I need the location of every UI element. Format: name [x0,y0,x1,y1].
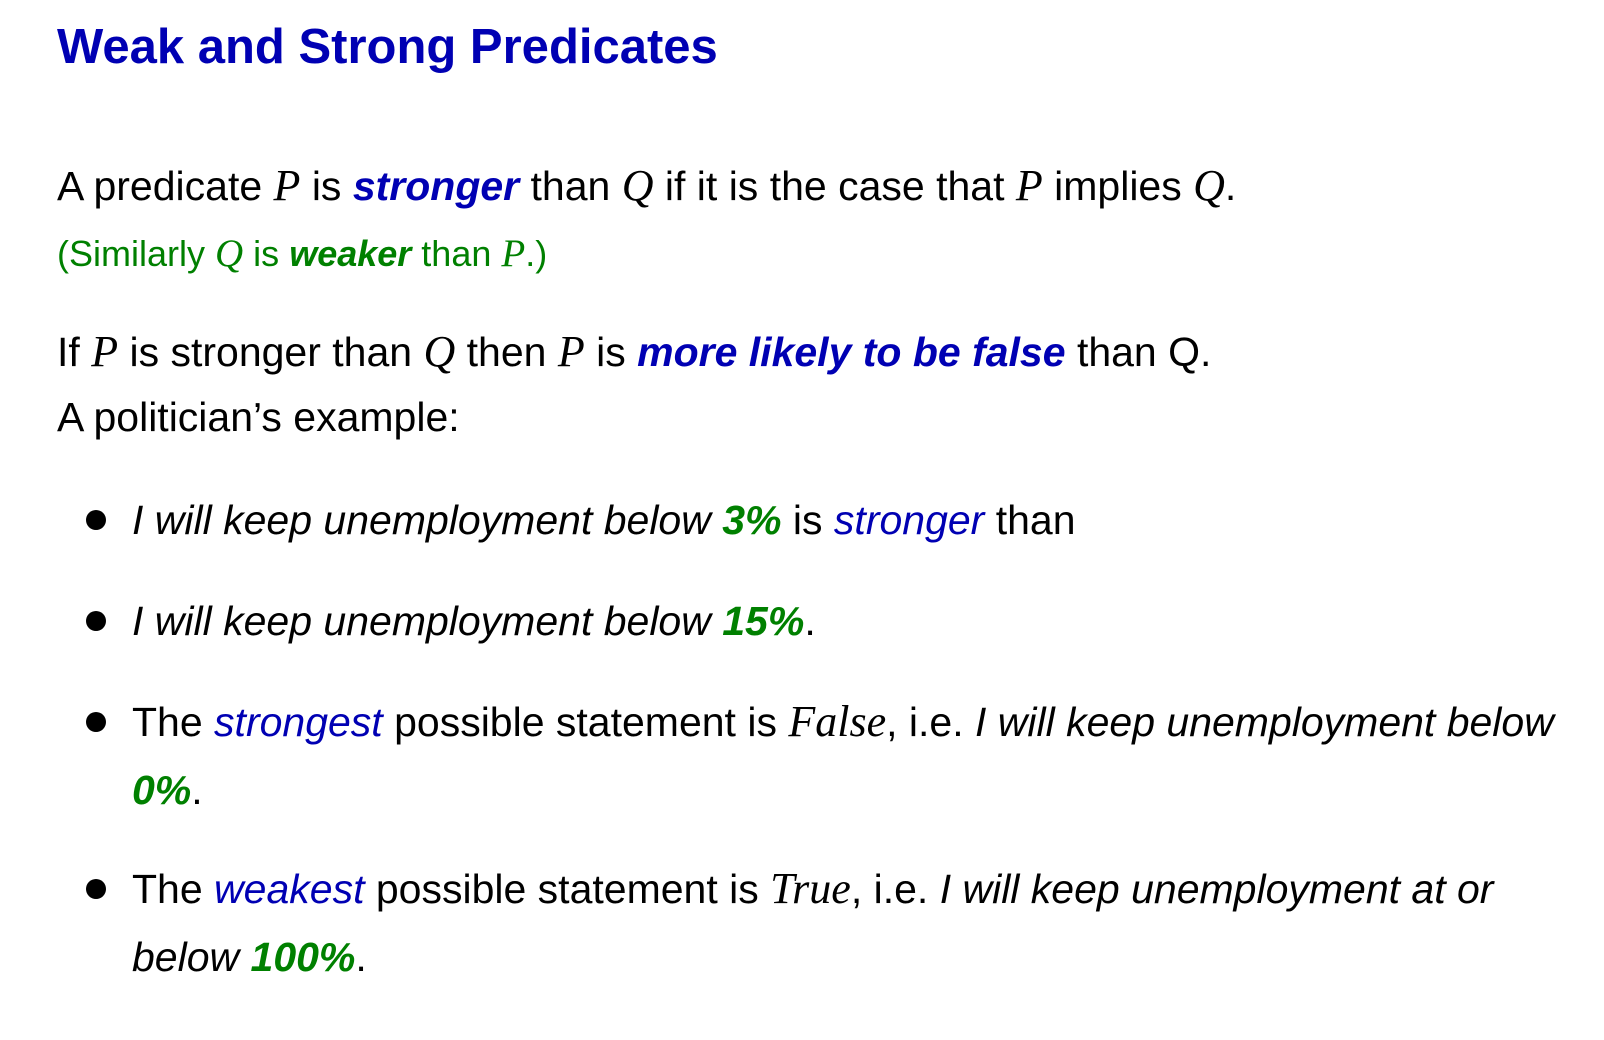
percent-value: 15% [722,598,805,644]
bullet-item: The weakest possible statement is True, … [86,855,1556,991]
var-q: Q [215,232,244,275]
text: If [57,329,92,375]
var-q: Q [1193,161,1225,210]
text: (Similarly [57,233,215,274]
var-q: Q [423,327,456,376]
var-p: P [557,327,585,376]
emphasis-strongest: strongest [214,699,383,745]
percent-value: 0% [132,767,192,813]
text: is [781,497,834,543]
text: The [132,866,215,912]
text: possible statement is [382,699,789,745]
bullet-icon [86,879,106,899]
text: than [984,497,1076,543]
bullet-item: I will keep unemployment below 3% is str… [86,486,1556,554]
keyword-weaker: weaker [289,233,412,274]
text: than [411,233,502,274]
var-p: P [1015,161,1043,210]
var-p: P [91,327,119,376]
bullet-text: I will keep unemployment below 3% is str… [132,486,1556,554]
text: possible statement is [364,866,771,912]
text: then [455,329,558,375]
text: I will keep unemployment at or below [132,866,1494,980]
text: than Q. [1065,329,1212,375]
percent-value: 100% [250,934,356,980]
math-false: False [788,697,887,746]
text: . [804,598,816,644]
text: , i.e. [850,866,940,912]
var-p: P [273,161,301,210]
percent-value: 3% [722,497,782,543]
var-q: Q [621,161,654,210]
definition-weaker: (Similarly Q is weaker than P.) [57,231,547,278]
var-p: P [501,232,526,275]
text: .) [525,233,548,274]
keyword-more-likely-false: more likely to be false [637,329,1066,375]
example-intro: A politician’s example: [57,394,460,440]
text: I will keep unemployment below [132,497,723,543]
text: I will keep unemployment below [974,699,1554,745]
definition-stronger: A predicate P is stronger than Q if it i… [57,160,1236,213]
bullet-icon [86,611,106,631]
text: . [191,767,203,813]
bullet-item: The strongest possible statement is Fals… [86,688,1556,824]
bullet-text: The strongest possible statement is Fals… [132,688,1556,824]
math-true: True [770,864,851,913]
text: The [132,699,215,745]
text: , i.e. [886,699,975,745]
slide-title: Weak and Strong Predicates [57,20,718,74]
bullet-text: I will keep unemployment below 15%. [132,587,1556,655]
bullet-icon [86,712,106,732]
text: I will keep unemployment below [132,598,723,644]
emphasis-stronger: stronger [833,497,985,543]
text: is [584,329,638,375]
keyword-stronger: stronger [352,163,520,209]
text: is [243,233,290,274]
text: if it is the case that [653,163,1016,209]
text: is [300,163,353,209]
emphasis-weakest: weakest [214,866,365,912]
text: . [1224,163,1237,209]
likelihood-statement: If P is stronger than Q then P is more l… [57,326,1211,379]
text: implies [1042,163,1194,209]
text: . [355,934,367,980]
text: A predicate [57,163,274,209]
bullet-text: The weakest possible statement is True, … [132,855,1556,991]
text: than [519,163,622,209]
text: is stronger than [118,329,424,375]
bullet-icon [86,510,106,530]
bullet-item: I will keep unemployment below 15%. [86,587,1556,655]
